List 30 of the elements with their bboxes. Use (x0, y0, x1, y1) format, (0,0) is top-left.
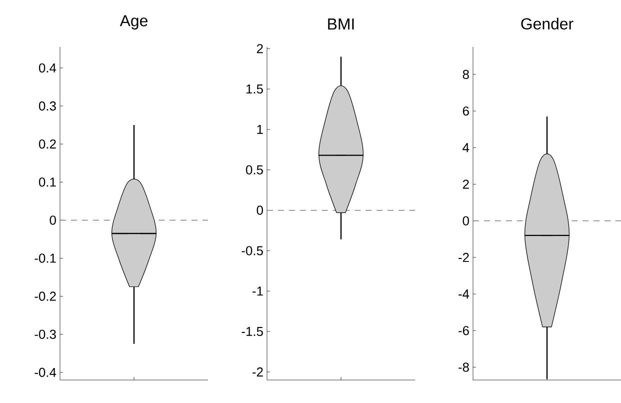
y-tick-label: -0.4 (34, 368, 56, 377)
chart-title: BMI (328, 18, 354, 30)
y-tick-label: -0.2 (34, 292, 56, 301)
y-tick-label: 0 (50, 216, 56, 225)
y-tick-label: 0.3 (38, 101, 56, 111)
y-tick-label: 0.5 (246, 165, 263, 174)
y-tick-label: -1 (252, 286, 263, 296)
y-tick-label: -0.3 (34, 330, 56, 339)
y-tick-label: 2 (462, 180, 469, 189)
y-tick-label: -6 (458, 326, 469, 336)
y-tick-label: 6 (462, 106, 469, 116)
y-tick-label: -1.5 (242, 326, 263, 336)
y-tick-label: 4 (462, 143, 470, 152)
y-tick-label: 0 (256, 206, 263, 215)
y-tick-label: 0.2 (38, 139, 56, 149)
chart-title: Gender (521, 18, 574, 30)
y-tick-label: -2 (252, 367, 263, 376)
y-tick-label: -8 (458, 362, 469, 372)
y-tick-label: 1.5 (246, 84, 263, 94)
y-tick-label: 0 (462, 216, 469, 226)
y-tick-label: 1 (257, 124, 263, 134)
y-tick-label: 8 (462, 70, 469, 80)
y-tick-label: 0.1 (38, 178, 56, 187)
chart-title: Age (120, 15, 148, 30)
y-tick-label: 2 (256, 44, 263, 54)
y-tick-label: -0.1 (34, 254, 56, 263)
y-tick-label: -2 (458, 252, 469, 262)
y-tick-label: 0.4 (38, 63, 56, 73)
y-tick-label: -4 (458, 290, 470, 298)
y-tick-label: -0.5 (242, 246, 263, 256)
